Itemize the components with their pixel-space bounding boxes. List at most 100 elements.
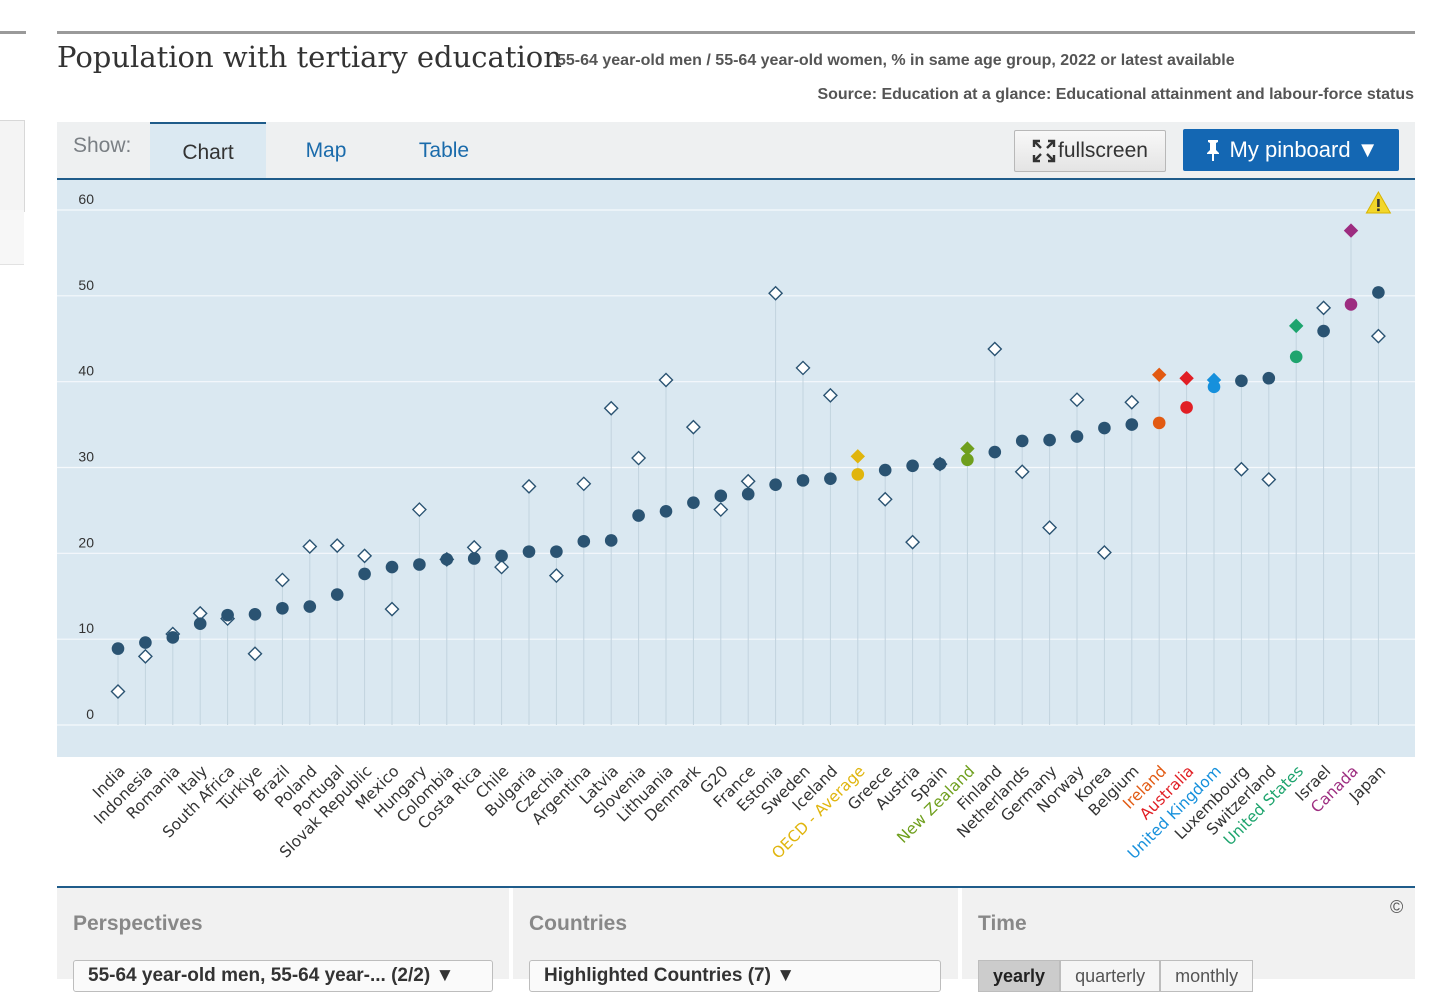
women-point <box>357 548 373 564</box>
top-rule-left <box>0 31 26 34</box>
women-point <box>1343 223 1359 238</box>
data-column: Canada <box>1307 223 1362 817</box>
men-point <box>769 478 782 491</box>
women-point <box>1179 371 1194 386</box>
countries-select[interactable]: Highlighted Countries (7) ▼ <box>529 960 941 992</box>
men-point <box>166 631 180 644</box>
perspectives-select[interactable]: 55-64 year-old men, 55-64 year-... (2/2)… <box>73 960 493 992</box>
pinboard-button[interactable]: My pinboard ▼ <box>1183 129 1399 171</box>
men-point <box>741 487 755 501</box>
women-point <box>494 559 510 575</box>
women-point <box>247 646 263 662</box>
data-column: Chile <box>472 549 512 802</box>
women-point <box>576 476 592 492</box>
men-point <box>1372 286 1385 299</box>
show-label: Show: <box>73 134 132 157</box>
countries-title: Countries <box>529 912 628 935</box>
women-point <box>1042 520 1058 536</box>
women-point <box>411 502 427 518</box>
women-point <box>822 387 838 403</box>
warning-icon <box>1365 190 1392 214</box>
men-point <box>1344 298 1358 311</box>
data-column: Slovenia <box>590 450 649 821</box>
data-column: Lithuania <box>613 372 677 826</box>
men-point <box>796 474 810 487</box>
men-point <box>632 509 645 522</box>
men-point <box>906 459 919 473</box>
data-column: Norway <box>1034 392 1088 816</box>
men-point <box>824 472 837 485</box>
fullscreen-icon <box>1032 139 1056 163</box>
y-tick-label: 60 <box>78 191 94 207</box>
women-point <box>740 473 756 489</box>
y-tick-label: 10 <box>78 620 94 636</box>
data-column: Denmark <box>641 419 704 825</box>
women-point <box>110 684 126 700</box>
fullscreen-button[interactable]: fullscreen <box>1014 130 1166 172</box>
men-point <box>330 588 344 601</box>
time-granularity: yearly quarterly monthly <box>978 960 1254 992</box>
women-point <box>1151 367 1167 383</box>
tab-chart[interactable]: Chart <box>150 122 266 178</box>
tab-table[interactable]: Table <box>418 139 470 162</box>
women-point <box>1069 392 1085 408</box>
women-point <box>877 491 893 507</box>
women-point <box>548 568 564 584</box>
data-column: France <box>710 473 759 811</box>
data-column: Finland <box>954 341 1006 814</box>
women-point <box>795 360 811 376</box>
y-tick-label: 30 <box>78 449 94 465</box>
data-column: Latvia <box>576 400 622 808</box>
time-quarterly-button[interactable]: quarterly <box>1060 960 1161 992</box>
women-point <box>466 539 482 555</box>
time-monthly-button[interactable]: monthly <box>1160 960 1254 992</box>
data-column: Australia <box>1136 371 1197 823</box>
men-point <box>1317 324 1330 338</box>
women-point <box>850 449 866 464</box>
fullscreen-label: fullscreen <box>1058 139 1148 162</box>
data-column: Austria <box>872 459 923 814</box>
women-point <box>1233 461 1249 477</box>
men-point <box>1262 371 1276 385</box>
tab-map[interactable]: Map <box>305 139 347 162</box>
data-column: Slovak Republic <box>276 548 375 861</box>
men-point <box>1289 350 1303 364</box>
y-tick-label: 0 <box>86 706 94 722</box>
filter-rule <box>57 886 1415 888</box>
women-point <box>384 601 400 617</box>
men-point <box>577 535 591 548</box>
men-point <box>1207 380 1221 394</box>
men-point <box>193 617 207 631</box>
view-tab-bar: Show: Chart Map Table fullscreen My pinb… <box>57 122 1415 180</box>
data-column: Bulgaria <box>482 478 540 820</box>
women-point <box>302 538 318 554</box>
men-point <box>495 549 508 563</box>
data-column: Germany <box>997 433 1060 825</box>
perspectives-panel: Perspectives 55-64 year-old men, 55-64 y… <box>57 888 509 992</box>
men-point <box>467 552 481 565</box>
women-point <box>713 502 729 518</box>
data-column: Sweden <box>758 360 814 818</box>
data-column: Ireland <box>1119 367 1170 813</box>
left-panel-edge <box>0 120 25 212</box>
pinboard-label: My pinboard ▼ <box>1229 137 1379 162</box>
data-column: G20 <box>696 489 732 797</box>
men-point <box>1125 418 1139 431</box>
source-link[interactable]: Source: Education at a glance: Education… <box>817 86 1414 103</box>
men-point <box>221 608 234 622</box>
data-column: Italy <box>175 605 211 799</box>
time-yearly-button[interactable]: yearly <box>978 960 1061 992</box>
warning-dot <box>1377 208 1380 212</box>
men-point <box>1152 416 1166 430</box>
men-point <box>878 463 892 477</box>
men-point <box>1235 374 1248 388</box>
men-point <box>1043 433 1056 447</box>
men-point <box>1070 430 1084 443</box>
women-point <box>960 441 975 456</box>
men-point <box>988 445 1002 459</box>
women-point <box>1316 300 1332 316</box>
data-column: India <box>89 642 129 802</box>
women-point <box>329 538 345 554</box>
men-point <box>385 560 399 574</box>
men-point <box>604 534 618 547</box>
